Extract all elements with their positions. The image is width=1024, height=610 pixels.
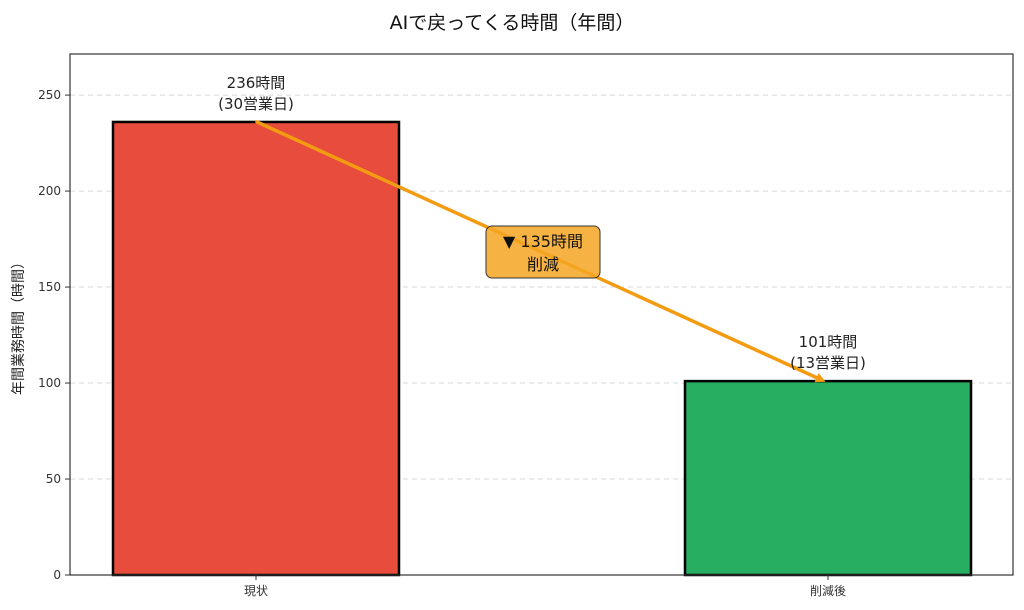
bar-value-label: 101時間 bbox=[799, 333, 858, 351]
bar-current bbox=[111, 120, 401, 577]
reduction-text-label: 削減 bbox=[527, 255, 559, 274]
bar-after-reduction bbox=[683, 379, 973, 577]
reduction-amount-label: ▼ 135時間 bbox=[503, 232, 583, 251]
arrow-head-icon bbox=[814, 373, 826, 383]
plot-frame bbox=[69, 53, 1014, 576]
y-tick-label: 50 bbox=[46, 472, 61, 486]
y-tick-label: 250 bbox=[38, 88, 61, 102]
y-tick-label: 100 bbox=[38, 376, 61, 390]
x-tick-label: 現状 bbox=[244, 584, 268, 598]
x-tick-label: 削減後 bbox=[810, 583, 846, 598]
y-tick-label: 150 bbox=[38, 280, 61, 294]
y-tick-label: 200 bbox=[38, 184, 61, 198]
bar-days-label: (13営業日) bbox=[790, 354, 866, 372]
bar-value-label: 236時間 bbox=[227, 74, 286, 92]
y-tick-label: 0 bbox=[53, 568, 61, 582]
bar-days-label: (30営業日) bbox=[218, 95, 294, 113]
reduction-annotation-box bbox=[485, 225, 601, 279]
chart-title: AIで戻ってくる時間（年間） bbox=[389, 12, 635, 34]
